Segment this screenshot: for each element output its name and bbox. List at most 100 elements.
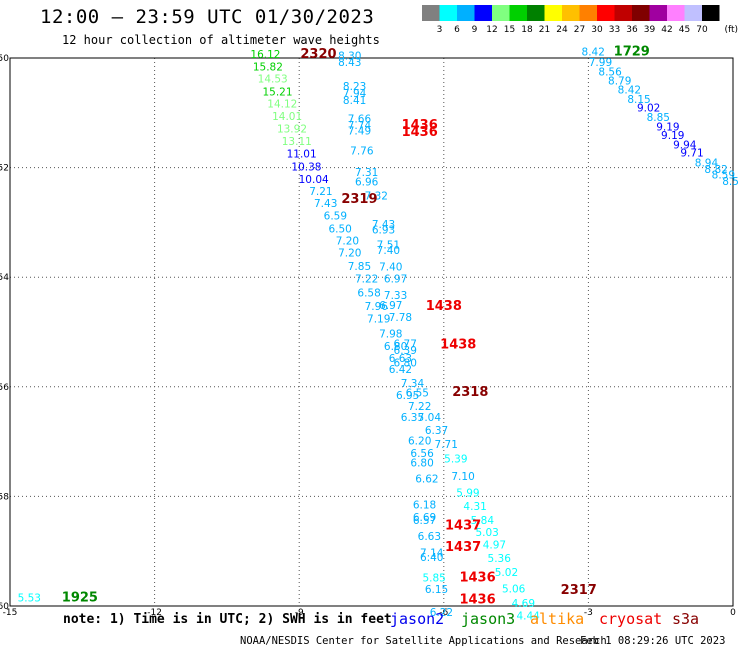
wave-height-value: 8.94: [695, 158, 719, 170]
wave-height-value: 7.98: [379, 328, 402, 340]
wave-height-value: 7.71: [435, 439, 458, 451]
wave-height-value: 6.59: [324, 211, 347, 223]
colorbar-swatch: [632, 5, 650, 21]
wave-height-value: 6.20: [408, 435, 431, 447]
wave-height-value: 5.36: [488, 553, 512, 565]
colorbar-label: 3: [437, 25, 443, 35]
y-tick-label: -58: [0, 492, 9, 502]
wave-height-value: 5.06: [502, 583, 526, 595]
wave-height-value: 6.22: [430, 607, 453, 619]
wave-height-value: 7.99: [589, 57, 612, 69]
wave-height-value: 7.20: [338, 247, 361, 259]
wave-height-value: 8.56: [598, 67, 622, 79]
colorbar-swatch: [439, 5, 457, 21]
chart-title: 12:00 – 23:59 UTC 01/30/2023: [40, 6, 375, 28]
wave-height-value: 7.34: [401, 378, 425, 390]
wave-height-value: 6.93: [372, 224, 395, 236]
wave-height-value: 6.62: [415, 474, 438, 486]
wave-height-value: 13.11: [282, 136, 312, 148]
colorbar-swatch: [544, 5, 562, 21]
x-tick-label: 0: [730, 608, 736, 618]
wave-height-value: 7.22: [355, 274, 378, 286]
x-tick-label: -12: [147, 608, 162, 618]
legend-jason2: jason2: [390, 610, 445, 628]
wave-height-value: 7.22: [408, 401, 431, 413]
wave-height-value: 6.18: [413, 499, 436, 511]
pass-time-label: 1925: [62, 591, 98, 606]
wave-height-value: 8.82: [704, 164, 727, 176]
wave-height-value: 6.80: [394, 358, 417, 370]
wave-height-value: 8.85: [647, 112, 670, 124]
wave-height-value: 6.35: [401, 412, 424, 424]
wave-height-value: 8.41: [343, 95, 366, 107]
wave-height-value: 8.43: [338, 57, 361, 69]
x-tick-label: -15: [3, 608, 18, 618]
colorbar-label: 42: [661, 25, 672, 35]
wave-height-value: 7.20: [336, 235, 359, 247]
wave-height-value: 5.53: [18, 593, 41, 605]
colorbar-label: 18: [521, 25, 533, 35]
footnote: note: 1) Time is in UTC; 2) SWH is in fe…: [63, 612, 392, 627]
colorbar-swatch: [649, 5, 667, 21]
colorbar-unit: (ft): [724, 25, 738, 35]
wave-height-value: 14.12: [267, 98, 297, 110]
wave-height-value: 4.69: [512, 598, 535, 610]
wave-height-value: 9.94: [673, 139, 697, 151]
colorbar-label: 27: [574, 25, 585, 35]
wave-height-value: 13.92: [277, 124, 307, 136]
wave-height-value: 6.15: [425, 584, 448, 596]
pass-time-label: 1436: [402, 118, 438, 133]
legend-altika: altika: [530, 610, 585, 628]
wave-height-value: 7.66: [348, 114, 372, 126]
pass-time-label: 2317: [561, 583, 597, 598]
pass-time-label: 1438: [440, 337, 476, 352]
x-tick-label: -3: [584, 608, 593, 618]
pass-time-label: 2319: [341, 192, 377, 207]
wave-height-value: 6.56: [410, 448, 434, 460]
wave-height-values: 16.1215.8214.5315.2114.1214.0113.9213.11…: [18, 46, 739, 622]
wave-height-value: 7.31: [355, 167, 378, 179]
colorbar-swatch: [579, 5, 597, 21]
wave-height-value: 7.32: [365, 190, 388, 202]
wave-height-value: 7.21: [309, 186, 332, 198]
wave-height-value: 6.55: [406, 388, 429, 400]
wave-height-value: 5.02: [495, 567, 518, 579]
color-scale-legend: 3 6 9 12 15 18 21 24 27 30 33 36 39 42 45 70 (ft): [422, 5, 738, 35]
colorbar-label: 24: [556, 25, 568, 35]
wave-height-value: 15.82: [253, 62, 283, 74]
wave-height-value: 11.01: [287, 149, 317, 161]
wave-height-value: 7.85: [348, 261, 371, 273]
wave-height-value: 7.76: [350, 145, 374, 157]
wave-height-value: 6.97: [379, 300, 402, 312]
wave-height-value: 6.37: [425, 425, 448, 437]
colorbar-label: 12: [486, 25, 497, 35]
colorbar-label: 15: [504, 25, 515, 35]
y-tick-label: -60: [0, 602, 9, 612]
colorbar-swatch: [667, 5, 685, 21]
wave-height-value: 6.63: [389, 353, 412, 365]
colorbar-swatch: [527, 5, 545, 21]
wave-height-value: 4.31: [463, 501, 486, 513]
wave-height-value: 6.80: [384, 341, 407, 353]
pass-time-label: 2318: [452, 385, 488, 400]
legend-s3a: s3a: [672, 610, 700, 628]
wave-height-value: 6.96: [355, 177, 379, 189]
wave-height-value: 10.04: [299, 174, 329, 186]
wave-height-value: 6.77: [394, 338, 417, 350]
pass-time-label: 1437: [445, 518, 481, 533]
wave-height-value: 6.63: [418, 531, 441, 543]
wave-height-value: 6.50: [328, 223, 351, 235]
wave-height-value: 6.42: [389, 364, 412, 376]
wave-height-value: 9.19: [656, 121, 679, 133]
pass-time-label: 1436: [459, 592, 495, 607]
wave-height-value: 7.19: [367, 314, 390, 326]
timestamp-text: Feb 1 08:29:26 UTC 2023: [580, 635, 726, 647]
wave-height-value: 7.74: [348, 120, 372, 132]
wave-height-value: 14.53: [258, 74, 288, 86]
wave-height-value: 6.40: [420, 552, 443, 564]
wave-height-value: 16.12: [250, 49, 280, 61]
wave-height-value: 8.79: [608, 75, 631, 87]
wave-height-value: 7.49: [348, 126, 371, 138]
colorbar-swatch: [509, 5, 527, 21]
